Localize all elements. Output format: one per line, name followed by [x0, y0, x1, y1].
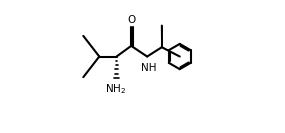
- Text: NH: NH: [141, 63, 156, 73]
- Text: O: O: [127, 15, 135, 25]
- Text: NH$_2$: NH$_2$: [105, 82, 127, 96]
